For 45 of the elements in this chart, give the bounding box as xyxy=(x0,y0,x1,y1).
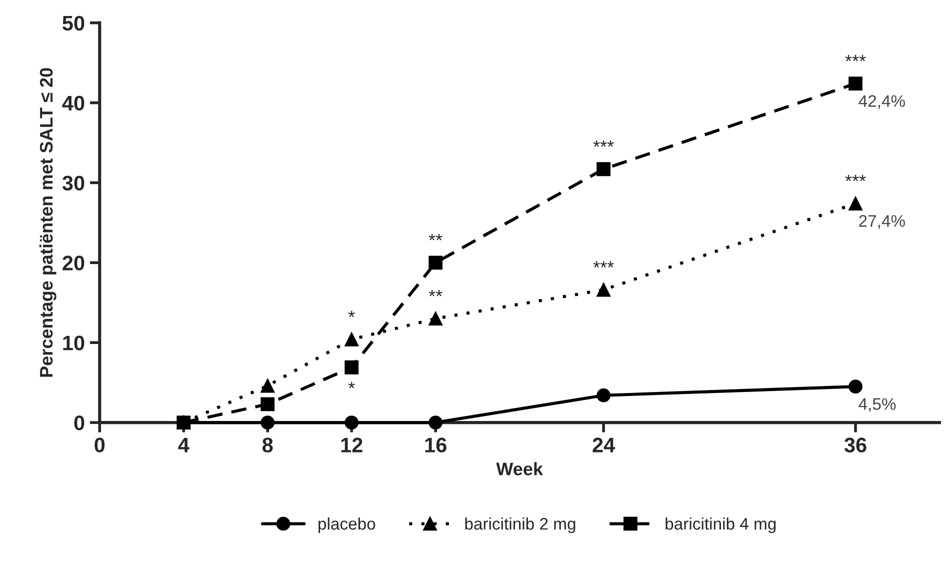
point xyxy=(428,256,443,270)
x-tick-label: 24 xyxy=(592,438,616,452)
point xyxy=(176,416,191,430)
y-tick-label: 40 xyxy=(62,96,84,111)
point xyxy=(596,282,611,297)
y-tick-label: 50 xyxy=(62,16,84,31)
annotation: *** xyxy=(593,261,614,268)
point xyxy=(848,380,862,394)
x-tick-label: 16 xyxy=(425,438,446,452)
data-label: 42,4% xyxy=(858,95,905,109)
point xyxy=(260,416,275,430)
legend-label: placebo xyxy=(318,517,376,534)
data-label: 4,5% xyxy=(858,398,896,412)
point xyxy=(428,312,443,326)
y-tick-label: 30 xyxy=(62,176,84,191)
y-axis-title: Percentage patiënten met SALT ≤ 20 xyxy=(39,68,56,377)
annotation: *** xyxy=(845,174,866,182)
annotation: ** xyxy=(428,234,442,240)
point xyxy=(260,397,275,412)
point xyxy=(848,196,862,210)
point xyxy=(596,162,611,176)
legend-label: baricitinib 2 mg xyxy=(465,517,576,534)
point xyxy=(344,332,359,346)
annotation: * xyxy=(348,310,355,318)
annotation: ** xyxy=(428,290,442,296)
x-axis-title: Week xyxy=(496,462,544,476)
y-tick-label: 0 xyxy=(74,416,84,430)
x-tick-label: 4 xyxy=(178,438,190,452)
x-tick-label: 12 xyxy=(341,438,362,452)
y-tick-label: 10 xyxy=(63,336,84,350)
x-tick-label: 0 xyxy=(94,438,105,452)
annotation: *** xyxy=(593,140,614,147)
point xyxy=(260,378,275,393)
annotation: *** xyxy=(845,54,866,62)
annotation: * xyxy=(348,382,355,388)
point xyxy=(848,76,862,91)
point xyxy=(596,388,611,402)
data-label: 27,4% xyxy=(859,215,905,229)
point xyxy=(428,416,443,430)
point xyxy=(344,360,359,374)
x-tick-label: 8 xyxy=(262,438,273,452)
x-tick-label: 36 xyxy=(844,438,866,452)
y-tick-label: 20 xyxy=(62,256,84,270)
point xyxy=(344,416,359,430)
legend-label: baricitinib 4 mg xyxy=(666,517,776,534)
